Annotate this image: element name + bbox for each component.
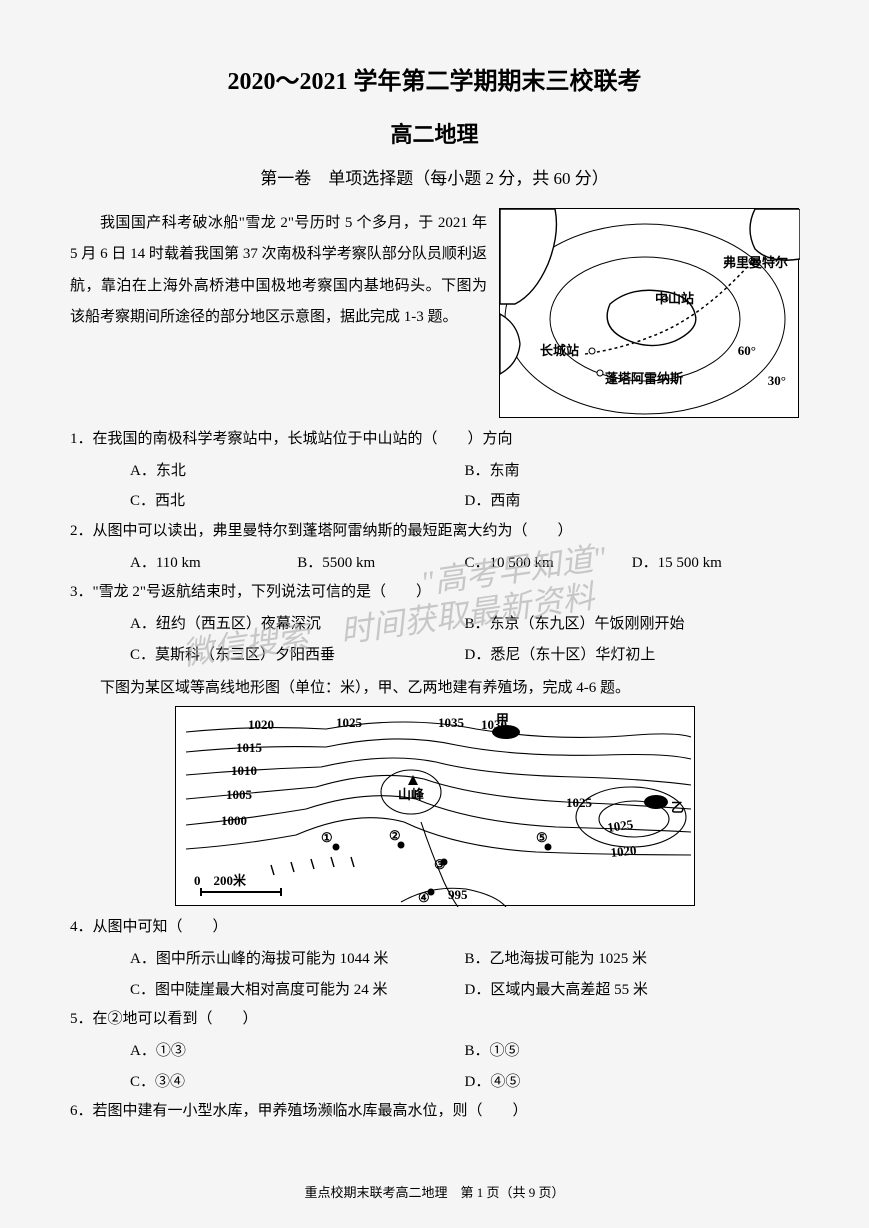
q1-text: 在我国的南极科学考察站中，长城站位于中山站的（ ）方向 (93, 431, 513, 447)
peak-label: 山峰 (398, 787, 425, 802)
q5-optD: D．④⑤ (465, 1068, 800, 1097)
inter-text-1: 下图为某区域等高线地形图（单位：米），甲、乙两地建有养殖场，完成 4-6 题。 (70, 675, 799, 702)
q4-num: 4． (70, 919, 93, 935)
q3-optB: B．东京（东九区）午饭刚刚开始 (465, 610, 800, 639)
q6-num: 6． (70, 1103, 93, 1119)
svg-text:0 200米: 0 200米 (194, 873, 247, 888)
label-lat60: 60° (738, 339, 756, 364)
svg-text:1025: 1025 (566, 795, 593, 810)
q5-optC: C．③④ (130, 1068, 465, 1097)
q2-text: 从图中可以读出，弗里曼特尔到蓬塔阿雷纳斯的最短距离大约为（ ） (93, 523, 573, 539)
q4-optA: A．图中所示山峰的海拔可能为 1044 米 (130, 945, 465, 974)
label-zhongshan: 中山站 (655, 287, 694, 312)
q1-opts-row2: C．西北 D．西南 (70, 487, 799, 516)
q3-num: 3． (70, 584, 93, 600)
q3-text: "雪龙 2"号返航结束时，下列说法可信的是（ ） (93, 584, 432, 600)
svg-text:1035: 1035 (438, 715, 465, 730)
q1-optD: D．西南 (465, 487, 800, 516)
contour-map: 1020 1025 1035 1030 1015 1010 1005 1000 … (175, 706, 695, 906)
q1-optC: C．西北 (130, 487, 465, 516)
label-lat30: 30° (768, 369, 786, 394)
sub-title: 高二地理 (70, 114, 799, 156)
q3-optA: A．纽约（西五区）夜幕深沉 (130, 610, 465, 639)
q3-optC: C．莫斯科（东三区）夕阳西垂 (130, 641, 465, 670)
svg-text:1020: 1020 (248, 717, 274, 732)
svg-text:1000: 1000 (221, 813, 247, 828)
page-footer: 重点校期末联考高二地理 第 1 页（共 9 页） (0, 1181, 869, 1206)
q4-text: 从图中可知（ ） (93, 919, 228, 935)
q4-optC: C．图中陡崖最大相对高度可能为 24 米 (130, 976, 465, 1005)
q3-opts-row2: C．莫斯科（东三区）夕阳西垂 D．悉尼（东十区）华灯初上 (70, 641, 799, 670)
q5-opts-row1: A．①③ B．①⑤ (70, 1037, 799, 1066)
q2-optC: C．10 500 km (465, 549, 632, 578)
q6: 6．若图中建有一小型水库，甲养殖场濒临水库最高水位，则（ ） (70, 1098, 799, 1125)
svg-text:1020: 1020 (609, 843, 636, 861)
q5: 5．在②地可以看到（ ） (70, 1006, 799, 1033)
q2-optD: D．15 500 km (632, 549, 799, 578)
q3: 3．"雪龙 2"号返航结束时，下列说法可信的是（ ） (70, 579, 799, 606)
label-fremantle: 弗里曼特尔 (723, 251, 788, 276)
label-punta: 蓬塔阿雷纳斯 (605, 367, 683, 392)
q6-text: 若图中建有一小型水库，甲养殖场濒临水库最高水位，则（ ） (93, 1103, 528, 1119)
label-changcheng: 长城站 (540, 339, 579, 364)
q2-optA: A．110 km (130, 549, 297, 578)
q2: 2．从图中可以读出，弗里曼特尔到蓬塔阿雷纳斯的最短距离大约为（ ） (70, 518, 799, 545)
q4-opts-row2: C．图中陡崖最大相对高度可能为 24 米 D．区域内最大高差超 55 米 (70, 976, 799, 1005)
q5-text: 在②地可以看到（ ） (93, 1011, 258, 1027)
intro-text: 我国国产科考破冰船"雪龙 2"号历时 5 个多月，于 2021 年 5 月 6 … (70, 208, 487, 418)
q4-optD: D．区域内最大高差超 55 米 (465, 976, 800, 1005)
q1-opts-row1: A．东北 B．东南 (70, 457, 799, 486)
q3-optD: D．悉尼（东十区）华灯初上 (465, 641, 800, 670)
jia-label: 甲 (496, 712, 509, 727)
intro-block: 我国国产科考破冰船"雪龙 2"号历时 5 个多月，于 2021 年 5 月 6 … (70, 208, 799, 418)
yi-label: 乙 (671, 800, 684, 815)
svg-text:1025: 1025 (606, 817, 634, 836)
svg-text:⑤: ⑤ (536, 830, 548, 845)
antarctica-map: 弗里曼特尔 中山站 长城站 蓬塔阿雷纳斯 60° 30° (499, 208, 799, 418)
main-title: 2020～2021 学年第二学期期末三校联考 (70, 60, 799, 106)
svg-text:1015: 1015 (236, 740, 263, 755)
svg-text:1005: 1005 (226, 787, 253, 802)
q1: 1．在我国的南极科学考察站中，长城站位于中山站的（ ）方向 (70, 426, 799, 453)
svg-text:995: 995 (448, 887, 468, 902)
q1-optB: B．东南 (465, 457, 800, 486)
q3-opts-row1: A．纽约（西五区）夜幕深沉 B．东京（东九区）午饭刚刚开始 (70, 610, 799, 639)
q4-opts-row1: A．图中所示山峰的海拔可能为 1044 米 B．乙地海拔可能为 1025 米 (70, 945, 799, 974)
section-title: 第一卷 单项选择题（每小题 2 分，共 60 分） (70, 163, 799, 195)
q5-num: 5． (70, 1011, 93, 1027)
svg-text:②: ② (389, 828, 401, 843)
q2-num: 2． (70, 523, 93, 539)
q4: 4．从图中可知（ ） (70, 914, 799, 941)
q1-num: 1． (70, 431, 93, 447)
q5-optB: B．①⑤ (465, 1037, 800, 1066)
q5-optA: A．①③ (130, 1037, 465, 1066)
q4-optB: B．乙地海拔可能为 1025 米 (465, 945, 800, 974)
svg-text:1025: 1025 (336, 715, 363, 730)
svg-text:1010: 1010 (231, 763, 257, 778)
q1-optA: A．东北 (130, 457, 465, 486)
q2-opts: A．110 km B．5500 km C．10 500 km D．15 500 … (70, 549, 799, 578)
svg-text:①: ① (321, 830, 333, 845)
q2-optB: B．5500 km (297, 549, 464, 578)
q5-opts-row2: C．③④ D．④⑤ (70, 1068, 799, 1097)
svg-text:④: ④ (418, 890, 430, 905)
svg-text:③: ③ (434, 857, 446, 872)
